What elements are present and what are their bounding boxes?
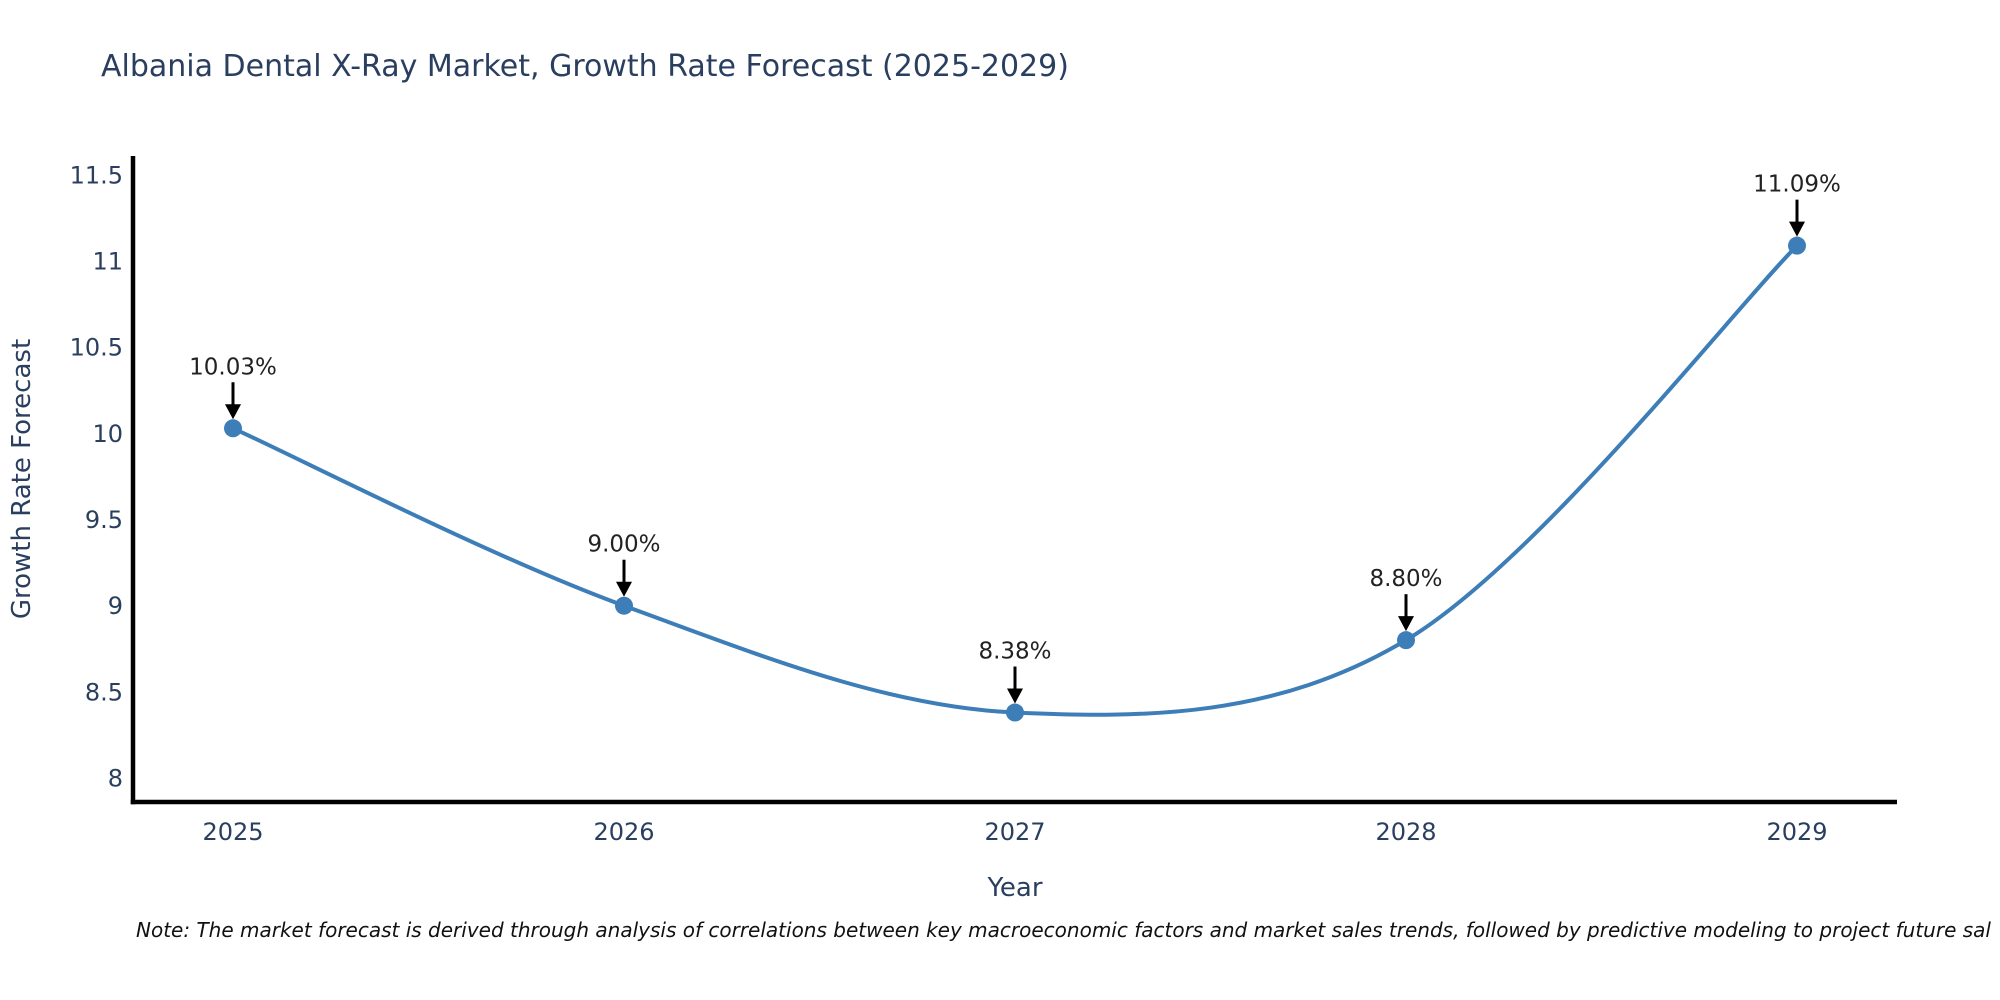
y-tick-label: 9 — [108, 592, 123, 620]
y-tick-label: 11.5 — [70, 161, 123, 189]
data-point-label: 9.00% — [587, 532, 660, 558]
x-tick-label: 2029 — [1766, 818, 1827, 846]
y-tick-label: 10.5 — [70, 334, 123, 362]
annotation-arrow-head — [225, 404, 241, 420]
annotation-arrow-head — [616, 581, 632, 597]
x-tick-label: 2028 — [1375, 818, 1436, 846]
y-tick-label: 8.5 — [85, 678, 123, 706]
data-point-marker — [1006, 703, 1024, 722]
data-point-marker — [1788, 236, 1806, 255]
x-tick-label: 2025 — [202, 818, 263, 846]
footnote: Note: The market forecast is derived thr… — [136, 918, 1991, 942]
data-point-label: 10.03% — [189, 354, 277, 380]
x-tick-label: 2027 — [984, 818, 1045, 846]
data-point-marker — [224, 419, 242, 438]
data-point-marker — [615, 596, 633, 615]
y-tick-label: 9.5 — [85, 506, 123, 534]
y-tick-label: 11 — [92, 248, 123, 276]
y-axis-title: Growth Rate Forecast — [7, 339, 37, 619]
data-point-label: 8.38% — [978, 639, 1051, 665]
y-tick-label: 10 — [92, 420, 123, 448]
chart-title: Albania Dental X-Ray Market, Growth Rate… — [101, 49, 1069, 84]
data-point-label: 11.09% — [1753, 172, 1841, 198]
x-axis-title: Year — [986, 873, 1042, 903]
forecast-line — [231, 243, 1799, 717]
data-point-label: 8.80% — [1369, 566, 1442, 592]
x-tick-label: 2026 — [593, 818, 654, 846]
y-tick-label: 8 — [108, 764, 123, 792]
data-point-marker — [1397, 631, 1415, 650]
annotation-arrow-head — [1007, 688, 1023, 704]
annotation-arrow-head — [1398, 616, 1414, 632]
annotation-arrow-head — [1789, 221, 1805, 237]
